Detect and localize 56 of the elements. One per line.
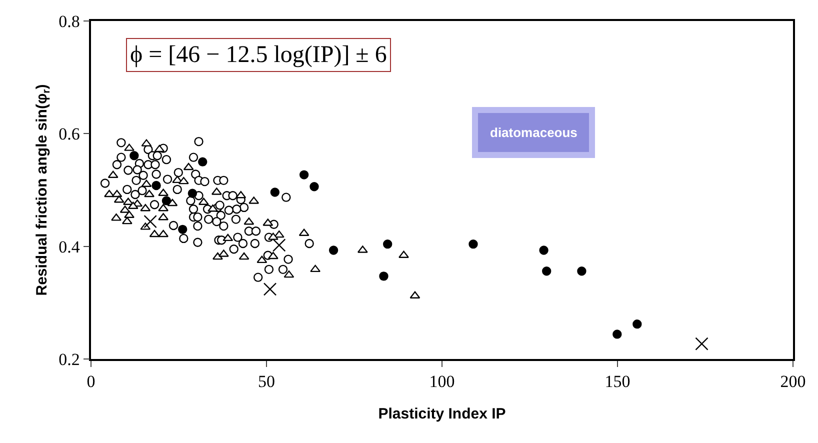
point [222, 234, 234, 242]
y-tick-label: 0.2 [58, 350, 80, 369]
x-tick-label: 200 [780, 372, 806, 392]
point [152, 180, 161, 190]
point [310, 182, 319, 192]
point [542, 266, 552, 276]
x-tick-label: 50 [258, 372, 275, 392]
point [299, 170, 309, 180]
point [144, 190, 154, 198]
point [158, 230, 169, 238]
point [310, 264, 321, 272]
point [268, 252, 278, 260]
point [154, 144, 165, 152]
point [238, 252, 250, 260]
point [178, 176, 189, 184]
x-tick-label: 150 [604, 372, 630, 392]
point [468, 239, 478, 249]
point [256, 256, 268, 264]
point [632, 319, 642, 329]
x-tick-label: 0 [86, 372, 96, 392]
point [158, 204, 169, 212]
point [130, 151, 139, 160]
point [410, 291, 420, 299]
point [178, 224, 188, 234]
point [183, 162, 194, 170]
x-tick-label: 100 [429, 372, 455, 392]
point [398, 250, 409, 258]
x-axis-title: Plasticity Index IP [378, 406, 506, 423]
point [328, 246, 338, 255]
annotation: ϕ = [46 − 12.5 log(IP)] ± 6 [130, 42, 387, 68]
point [272, 238, 286, 252]
point [188, 188, 198, 198]
point [140, 204, 151, 212]
point [104, 190, 114, 198]
point [382, 239, 392, 249]
point [124, 144, 134, 151]
annotation: diatomaceous [490, 125, 578, 140]
point [612, 330, 622, 339]
point [695, 337, 708, 350]
point [577, 266, 586, 276]
point [122, 216, 132, 224]
y-tick-label: 0.8 [58, 12, 80, 31]
point [284, 270, 294, 278]
point [112, 190, 122, 198]
point [270, 188, 280, 197]
point [149, 230, 160, 238]
point [539, 246, 548, 255]
point [144, 214, 157, 228]
point [162, 196, 172, 206]
point [198, 157, 208, 166]
point [111, 214, 122, 221]
y-tick-label: 0.6 [58, 124, 80, 144]
point [263, 282, 277, 296]
y-tick-label: 0.4 [58, 237, 80, 256]
point [124, 210, 134, 218]
point [379, 272, 388, 281]
